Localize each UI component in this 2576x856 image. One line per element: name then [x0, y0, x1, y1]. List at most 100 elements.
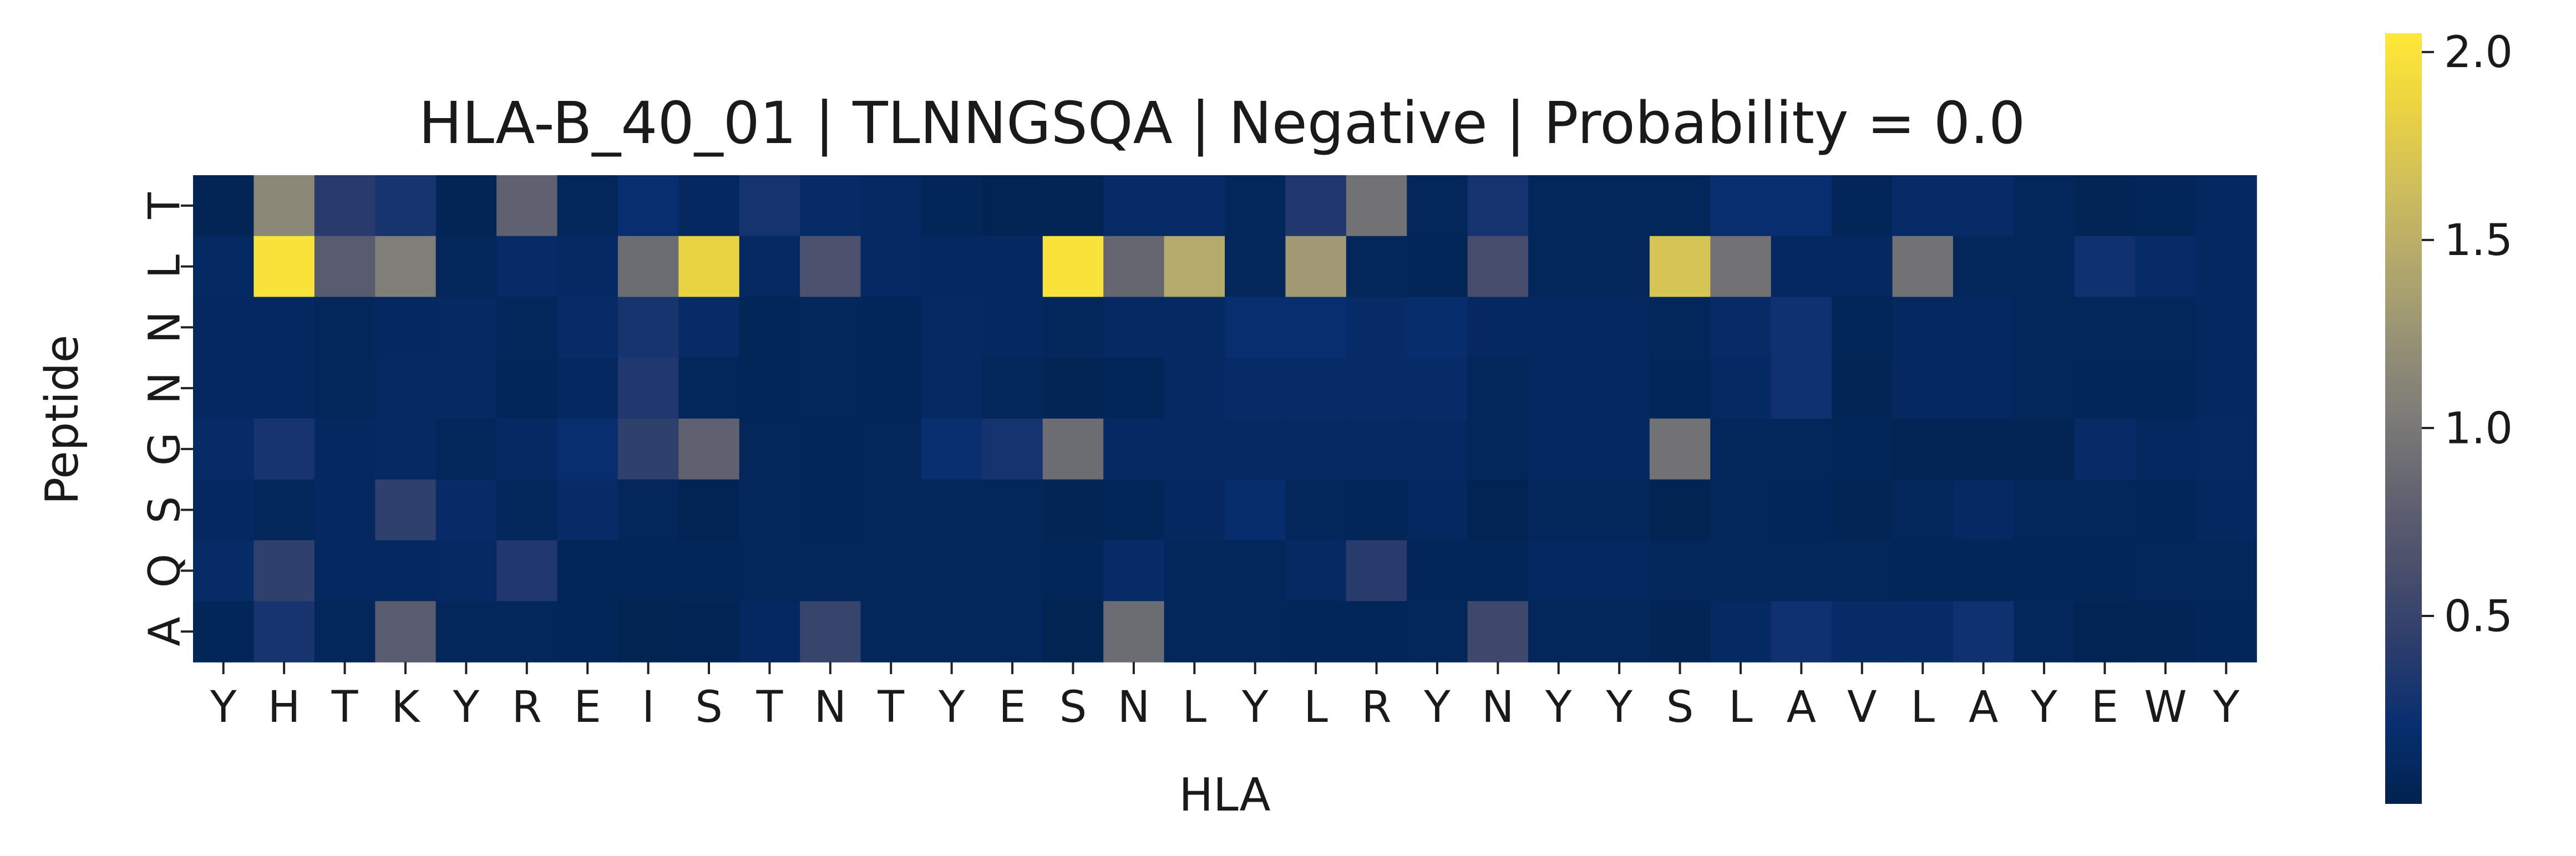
heatmap-cell: [315, 236, 376, 298]
heatmap-cell: [1225, 358, 1286, 419]
heatmap-cell: [1893, 541, 1954, 602]
heatmap-cell: [1771, 236, 1832, 298]
heatmap-cell: [1710, 175, 1771, 237]
heatmap-cell: [2014, 480, 2075, 541]
heatmap-cell: [2135, 297, 2196, 359]
heatmap-cell: [253, 236, 315, 298]
heatmap-cell: [861, 297, 922, 359]
heatmap-cell: [1528, 601, 1589, 663]
heatmap-cell: [1893, 297, 1954, 359]
heatmap-cell: [1650, 175, 1711, 237]
x-tick-label: L: [1183, 682, 1207, 732]
heatmap-cell: [496, 541, 557, 602]
heatmap-cell: [436, 175, 497, 237]
heatmap-cell: [557, 236, 618, 298]
heatmap-cell: [1346, 358, 1407, 419]
heatmap-cell: [800, 358, 861, 419]
heatmap-cell: [1650, 419, 1711, 480]
x-tick-label: Y: [453, 682, 480, 732]
heatmap-cell: [2196, 541, 2257, 602]
heatmap-cell: [1164, 480, 1225, 541]
heatmap-cell: [1043, 236, 1104, 298]
heatmap-cell: [1953, 358, 2014, 419]
heatmap-cell: [1528, 419, 1589, 480]
heatmap-cell: [739, 236, 800, 298]
heatmap-cell: [1528, 236, 1589, 298]
heatmap-cell: [1832, 480, 1893, 541]
heatmap-cell: [1164, 297, 1225, 359]
x-tick-label: L: [1728, 682, 1753, 732]
heatmap-cell: [1225, 541, 1286, 602]
heatmap-cell: [2075, 297, 2136, 359]
heatmap-cell: [1589, 297, 1650, 359]
colorbar-tick-label: 1.5: [2444, 216, 2513, 266]
heatmap-cell: [436, 419, 497, 480]
heatmap-cell: [921, 480, 982, 541]
heatmap-cell: [982, 175, 1043, 237]
heatmap-cell: [618, 480, 679, 541]
heatmap-cell: [1346, 236, 1407, 298]
heatmap-cell: [1528, 480, 1589, 541]
x-tick-label: N: [1482, 682, 1514, 732]
heatmap-cell: [678, 358, 739, 419]
heatmap-cell: [1225, 419, 1286, 480]
heatmap-cell: [678, 419, 739, 480]
heatmap-cell: [861, 236, 922, 298]
x-tick-label: Y: [1241, 682, 1269, 732]
heatmap-cell: [1953, 480, 2014, 541]
y-tick-label: S: [140, 496, 190, 524]
heatmap-cell: [1893, 419, 1954, 480]
heatmap-cell: [921, 175, 982, 237]
x-tick-label: A: [1969, 682, 1998, 732]
heatmap-cell: [193, 297, 254, 359]
heatmap-cell: [436, 601, 497, 663]
heatmap-cell: [557, 480, 618, 541]
heatmap-cell: [1164, 541, 1225, 602]
y-tick-label: A: [140, 616, 190, 646]
heatmap-cell: [739, 419, 800, 480]
heatmap-cell: [436, 236, 497, 298]
heatmap-cell: [496, 601, 557, 663]
x-tick-label: W: [2144, 682, 2187, 732]
x-tick-label: T: [877, 682, 904, 732]
heatmap-cell: [861, 419, 922, 480]
heatmap-cell: [253, 601, 315, 663]
heatmap-cell: [253, 541, 315, 602]
heatmap-cell: [861, 601, 922, 663]
heatmap-cell: [375, 541, 436, 602]
heatmap-cell: [1589, 541, 1650, 602]
heatmap-cell: [2196, 601, 2257, 663]
x-tick-label: Y: [2030, 682, 2057, 732]
heatmap-cell: [1346, 297, 1407, 359]
x-tick-label: L: [1304, 682, 1328, 732]
heatmap-cell: [2075, 541, 2136, 602]
heatmap-cell: [1103, 358, 1164, 419]
heatmap-cell: [1164, 236, 1225, 298]
colorbar: [2385, 33, 2422, 804]
heatmap-cell: [618, 358, 679, 419]
heatmap-cell: [1589, 601, 1650, 663]
heatmap-cell: [800, 601, 861, 663]
heatmap-cell: [2135, 358, 2196, 419]
heatmap-cell: [496, 175, 557, 237]
heatmap-cell: [1285, 358, 1346, 419]
heatmap-cell: [618, 541, 679, 602]
heatmap-cell: [1468, 419, 1529, 480]
heatmap-cell: [861, 358, 922, 419]
heatmap-cell: [982, 419, 1043, 480]
heatmap-cell: [375, 480, 436, 541]
heatmap-cell: [1043, 175, 1104, 237]
heatmap-cell: [557, 601, 618, 663]
x-tick-label: S: [1666, 682, 1694, 732]
heatmap-cell: [800, 175, 861, 237]
heatmap-cell: [1528, 541, 1589, 602]
heatmap-cell: [1285, 419, 1346, 480]
heatmap-cell: [1589, 419, 1650, 480]
heatmap-cell: [982, 541, 1043, 602]
x-tick-label: T: [331, 682, 358, 732]
heatmap-cell: [1043, 297, 1104, 359]
heatmap-cell: [1650, 358, 1711, 419]
heatmap-cell: [1468, 236, 1529, 298]
heatmap-cell: [1407, 419, 1468, 480]
heatmap-cell: [1893, 358, 1954, 419]
